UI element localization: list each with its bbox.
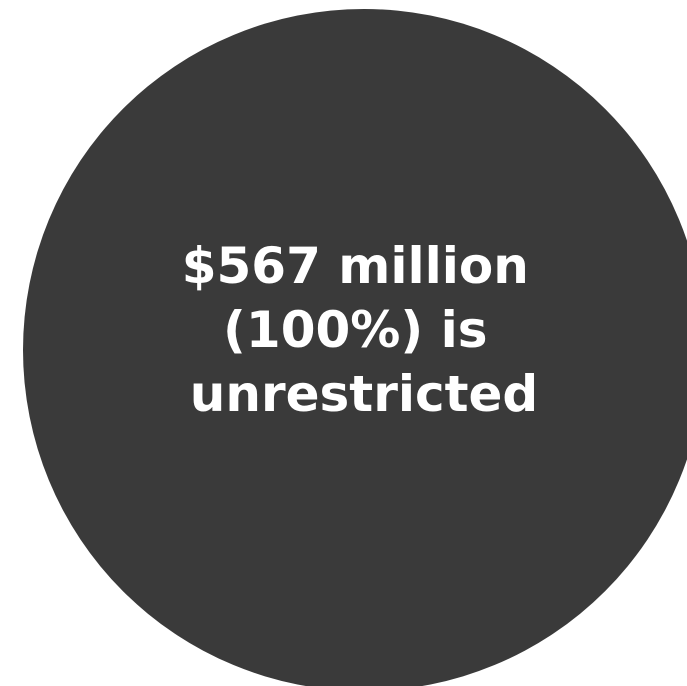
slice-label-line-1: $567 million	[182, 237, 529, 295]
slice-label: $567 million (100%) is unrestricted	[182, 237, 547, 423]
slice-label-line-2: (100%) is	[223, 301, 487, 359]
pie-slice-unrestricted	[23, 9, 687, 686]
slice-label-line-3: unrestricted	[190, 365, 538, 423]
